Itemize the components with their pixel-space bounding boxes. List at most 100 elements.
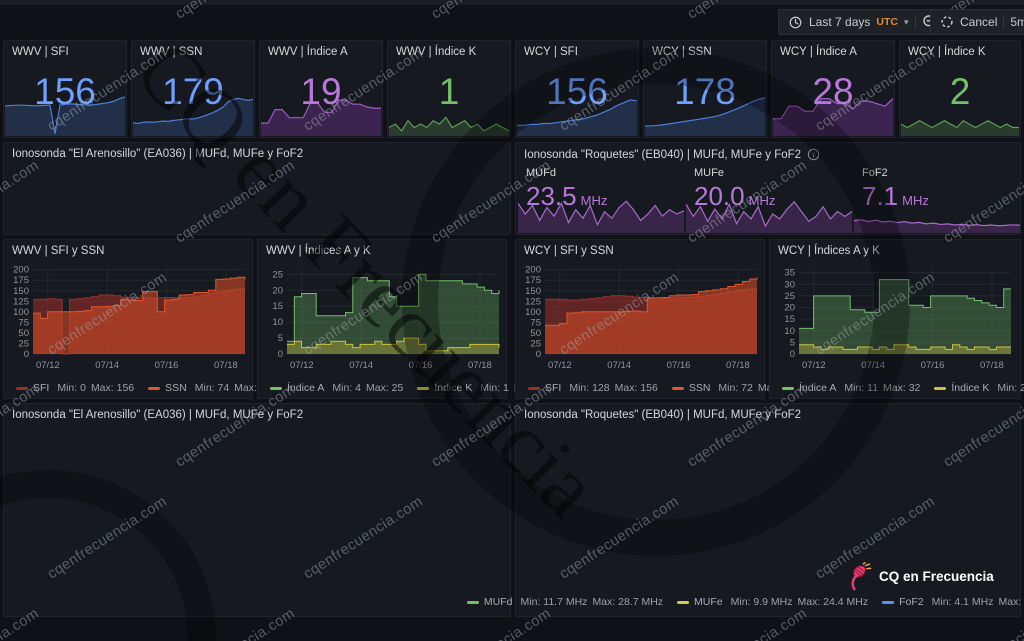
stat-value: 156 bbox=[546, 71, 608, 112]
legend-item[interactable]: Índice A Min: 11 Max: 32 bbox=[782, 382, 920, 394]
panel-title[interactable]: Ionosonda "El Arenosillo" (EA036) | MUFd… bbox=[12, 148, 304, 160]
chart-panel-wcy-sfi-ssn: WCY | SFI y SSN 0 25 50 75 100 125 150 175 200 07… bbox=[515, 239, 801, 399]
panel-title[interactable]: WCY | SSN bbox=[652, 46, 712, 58]
panel-title[interactable]: WWV | SFI bbox=[12, 46, 69, 58]
sparkline bbox=[518, 195, 684, 233]
series-min: Min: 11.7 MHz bbox=[520, 596, 588, 608]
loading-spinner-icon bbox=[941, 16, 953, 28]
time-range-label: Last 7 days bbox=[809, 15, 871, 29]
svg-text:07/12: 07/12 bbox=[548, 360, 572, 371]
chart-legend: MUFd Min: 11.7 MHz Max: 28.7 MHz MUFe Min: … bbox=[466, 596, 1024, 608]
divider bbox=[1003, 15, 1005, 29]
series-min: Min: 9.9 MHz bbox=[730, 596, 793, 608]
series-max: Max: 24.4 MHz bbox=[797, 596, 869, 608]
panel-title[interactable]: WCY | Índice A bbox=[780, 46, 857, 58]
panel-title[interactable]: Ionosonda "El Arenosillo" (EA036) | MUFd… bbox=[12, 409, 304, 421]
svg-text:20: 20 bbox=[272, 285, 283, 296]
logo-text: CQ en Frecuencia bbox=[879, 569, 994, 584]
svg-text:200: 200 bbox=[13, 265, 29, 276]
chart-panel-wwv-sfi-ssn: WWV | SFI y SSN 0 25 50 75 100 125 150 175 200 07… bbox=[3, 239, 277, 399]
svg-text:07/16: 07/16 bbox=[155, 360, 179, 371]
svg-text:07/12: 07/12 bbox=[36, 360, 60, 371]
sparkline bbox=[517, 94, 637, 136]
panel-title[interactable]: WWV | SSN bbox=[140, 46, 203, 58]
substat-value: 20.0 bbox=[694, 181, 745, 211]
svg-text:125: 125 bbox=[525, 296, 541, 307]
svg-text:25: 25 bbox=[18, 338, 29, 349]
svg-text:35: 35 bbox=[784, 268, 795, 279]
chart-legend: SFI Min: 0 Max: 156 SSN Min: 74 Max: 182 bbox=[16, 382, 277, 394]
panel-title[interactable]: WWV | SFI y SSN bbox=[12, 245, 105, 257]
substat-label: MUFe bbox=[694, 167, 724, 179]
info-icon[interactable]: i bbox=[807, 148, 820, 161]
panel-title[interactable]: Ionosonda "Roquetes" (EB040) | MUFd, MUF… bbox=[524, 148, 802, 161]
legend-item[interactable]: MUFe Min: 9.9 MHz Max: 24.4 MHz bbox=[677, 596, 868, 608]
svg-text:30: 30 bbox=[784, 279, 795, 290]
panel-title[interactable]: WWV | Índice K bbox=[396, 46, 477, 58]
series-name: SFI bbox=[545, 382, 562, 394]
series-name: SSN bbox=[165, 382, 187, 394]
stat-panel-wcy-sfi: WCY | SFI 156 bbox=[515, 40, 639, 138]
series-min: Min: 72 bbox=[718, 382, 753, 394]
chart-legend: Índice A Min: 4 Max: 25 Índice K Min: 1 Max:… bbox=[270, 382, 545, 394]
series-swatch bbox=[782, 386, 794, 390]
svg-text:100: 100 bbox=[525, 307, 541, 318]
svg-text:125: 125 bbox=[13, 296, 29, 307]
svg-text:25: 25 bbox=[272, 269, 283, 280]
chart-panel-wwv-indices: WWV | Índices A y K 0 5 10 15 20 25 07/12 07/14… bbox=[257, 239, 545, 399]
refresh-controls[interactable]: Cancel 5m ▾ bbox=[930, 9, 1024, 35]
stat-panel-wwv-indice-a: WWV | Índice A 19 bbox=[259, 40, 383, 138]
substat-label: MUFd bbox=[526, 167, 556, 179]
series-name: Índice A bbox=[287, 382, 325, 394]
svg-text:50: 50 bbox=[530, 328, 541, 339]
svg-text:07/18: 07/18 bbox=[726, 360, 750, 371]
legend-item[interactable]: MUFd Min: 11.7 MHz Max: 28.7 MHz bbox=[466, 596, 663, 608]
legend-item[interactable]: FoF2 Min: 4.1 MHz Max: 10.1 MHz bbox=[882, 596, 1024, 608]
svg-text:07/12: 07/12 bbox=[290, 360, 314, 371]
panel-ionosonda-roquetes-bottom: Ionosonda "Roquetes" (EB040) | MUFd, MUF… bbox=[466, 403, 1024, 617]
substat-value-row: 20.0 MHz bbox=[686, 179, 852, 212]
panel-title-row: Ionosonda "Roquetes" (EB040) | MUFd, MUF… bbox=[516, 143, 1020, 166]
stat-panel-wwv-indice-k: WWV | Índice K 1 bbox=[387, 40, 511, 138]
substat-value-row: 7.1 MHz bbox=[854, 179, 1020, 212]
series-swatch bbox=[148, 386, 161, 390]
legend-item[interactable]: SFI Min: 0 Max: 156 bbox=[16, 382, 134, 394]
sparkline bbox=[854, 195, 1020, 233]
svg-text:0: 0 bbox=[790, 349, 795, 360]
stat-panel-wwv-sfi: WWV | SFI 156 bbox=[3, 40, 127, 138]
svg-text:0: 0 bbox=[536, 349, 541, 360]
legend-item[interactable]: SFI Min: 128 Max: 156 bbox=[528, 382, 658, 394]
svg-text:0: 0 bbox=[24, 349, 29, 360]
panel-title[interactable]: WWV | Índices A y K bbox=[266, 245, 371, 257]
chevron-down-icon: ▾ bbox=[903, 16, 909, 27]
timeseries-chart[interactable]: 0 5 10 15 20 25 07/12 07/14 07/16 07/18 bbox=[261, 262, 505, 376]
panel-title[interactable]: WCY | SFI bbox=[524, 46, 578, 58]
stat-value: 2 bbox=[949, 71, 971, 112]
svg-text:100: 100 bbox=[13, 307, 29, 318]
substat-fof2: FoF2 7.1 MHz bbox=[854, 165, 1020, 233]
time-picker[interactable]: Last 7 days UTC ▾ bbox=[778, 9, 948, 35]
panel-title[interactable]: WCY | Índices A y K bbox=[778, 245, 880, 257]
substat-unit: MHz bbox=[902, 193, 929, 208]
panel-title[interactable]: WCY | SFI y SSN bbox=[524, 245, 614, 257]
cancel-button[interactable]: Cancel bbox=[960, 15, 998, 29]
series-name: FoF2 bbox=[899, 596, 924, 608]
svg-text:07/16: 07/16 bbox=[409, 360, 433, 371]
panel-title[interactable]: Ionosonda "Roquetes" (EB040) | MUFd, MUF… bbox=[524, 409, 802, 421]
stat-value: 19 bbox=[300, 71, 342, 112]
svg-text:07/16: 07/16 bbox=[667, 360, 691, 371]
refresh-interval-label[interactable]: 5m bbox=[1010, 15, 1024, 29]
sparkline bbox=[261, 94, 381, 136]
svg-text:200: 200 bbox=[525, 265, 541, 276]
chart-legend: Índice A Min: 11 Max: 32 Índice K Min: 2 Max… bbox=[782, 382, 1024, 394]
legend-item[interactable]: Índice A Min: 4 Max: 25 bbox=[270, 382, 403, 394]
svg-text:175: 175 bbox=[13, 275, 29, 286]
panel-title[interactable]: WWV | Índice A bbox=[268, 46, 348, 58]
series-name: MUFd bbox=[483, 596, 513, 608]
panel-title[interactable]: WCY | Índice K bbox=[908, 46, 986, 58]
stat-value: 178 bbox=[674, 71, 736, 112]
